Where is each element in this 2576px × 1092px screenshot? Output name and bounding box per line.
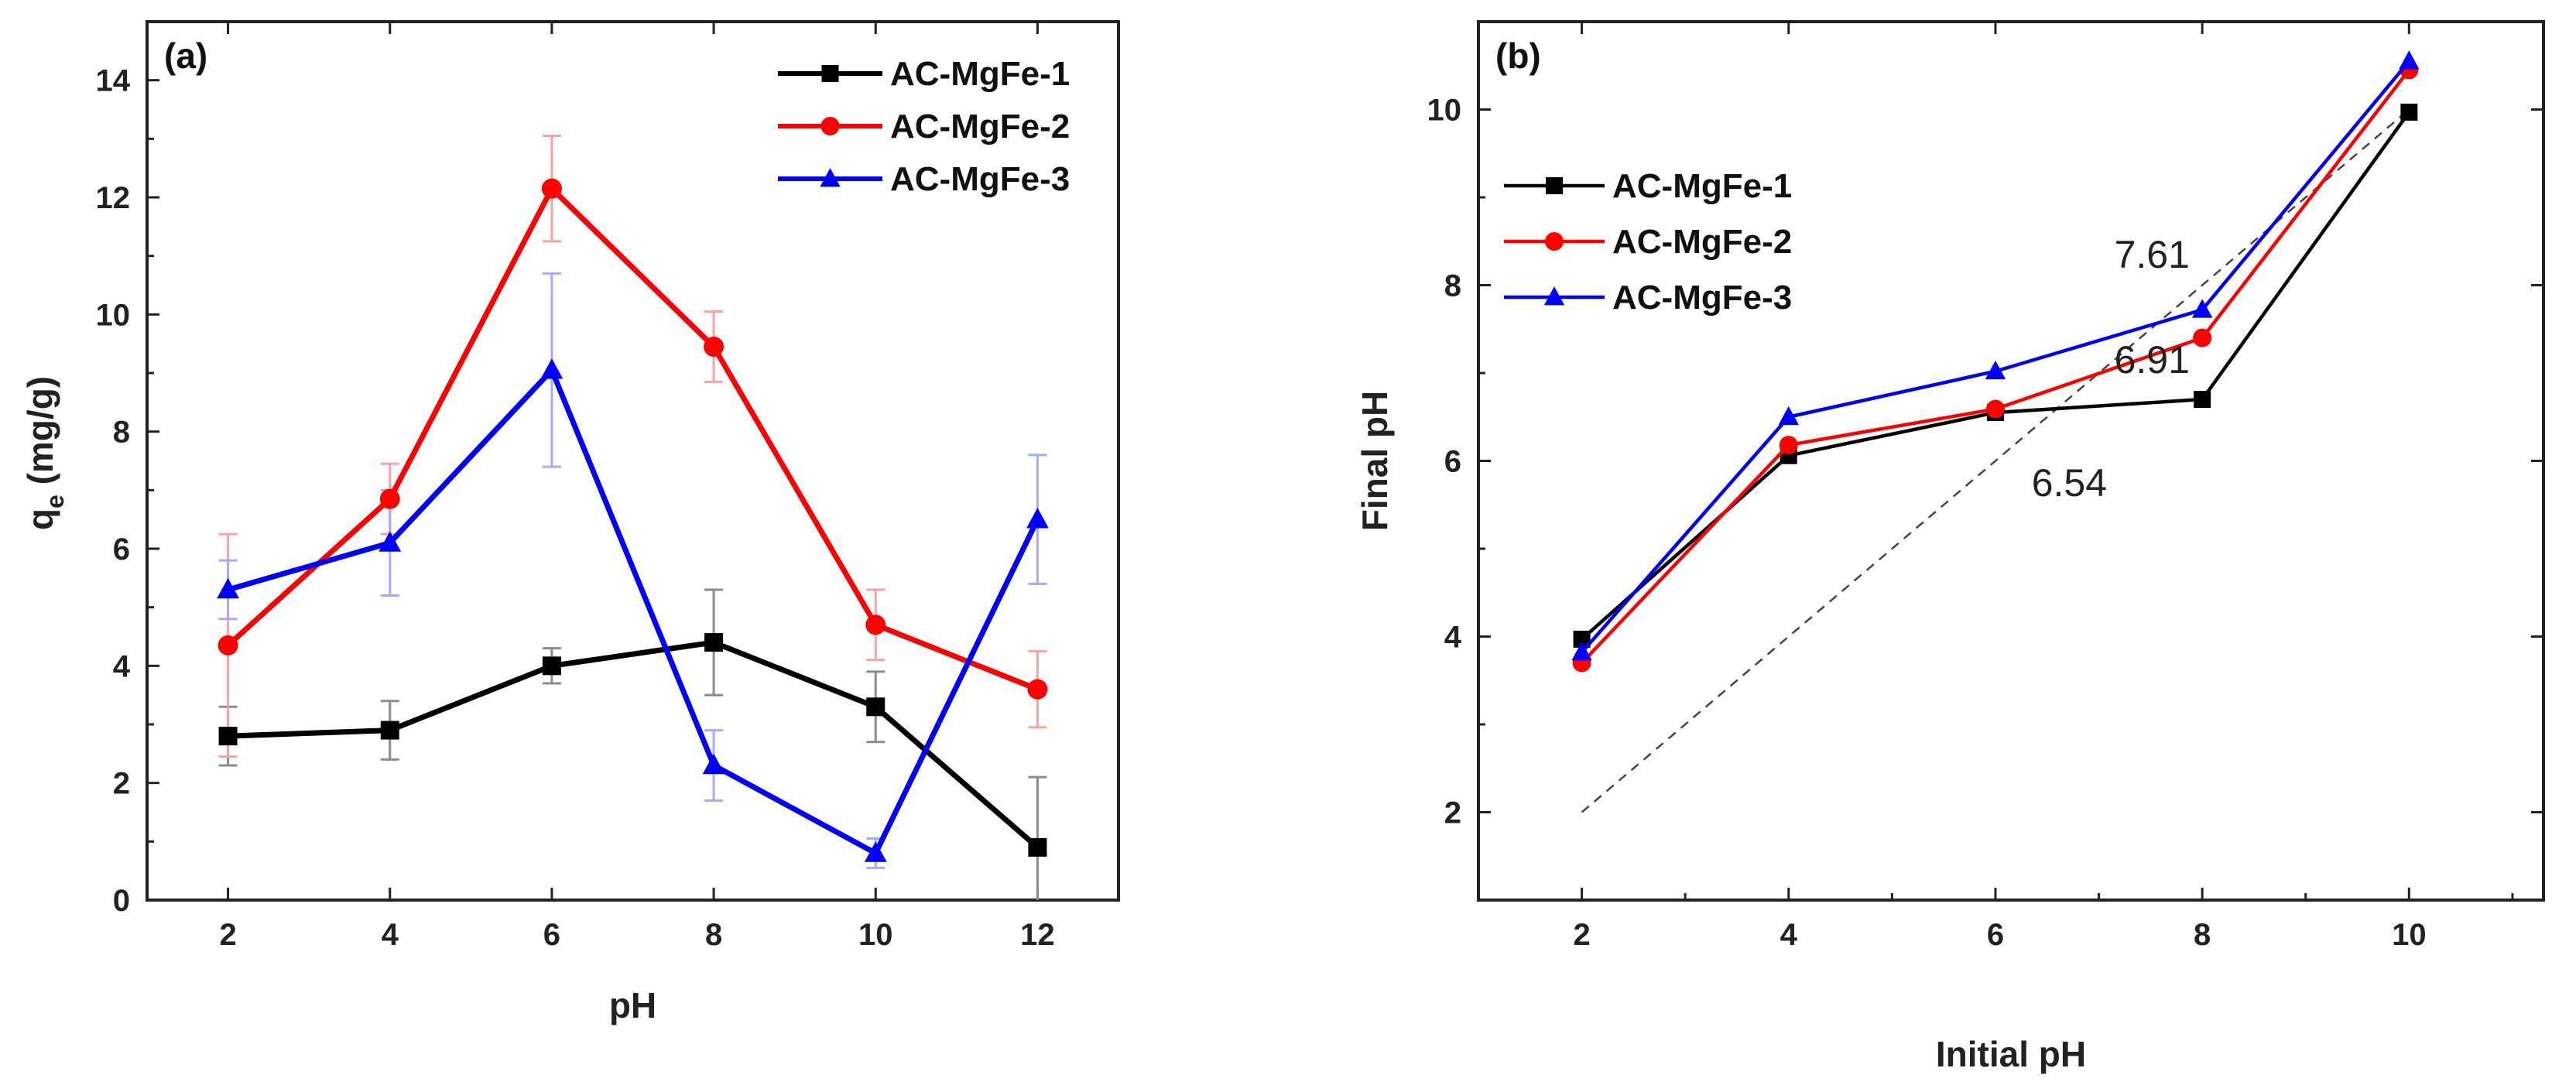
legend-marker-ac-mgfe-3 [1543,286,1565,306]
y-tick-label: 8 [113,416,130,450]
y-axis-title-main: q [20,508,60,530]
y-tick-label: 2 [1444,796,1461,830]
data-point-ac-mgfe-2 [2193,328,2212,347]
panel-label: (a) [164,36,207,76]
data-point-ac-mgfe-1 [866,697,886,717]
y-tick-label: 4 [1444,621,1462,655]
data-point-ac-mgfe-1 [218,727,238,746]
x-tick-label: 6 [1987,918,2004,952]
y-axis-title-subscript: e [41,495,69,508]
chart-panel-a: 2 4 6 8 10 12 0 2 4 6 8 10 12 14 pH qe (mg/g) (a) AC-MgFe… [20,20,1120,1025]
data-point-ac-mgfe-3 [379,531,402,552]
y-tick-label: 6 [113,532,130,567]
y-tick-label: 12 [96,181,131,215]
data-point-ac-mgfe-3 [864,841,887,862]
x-tick-label: 10 [2392,918,2427,952]
data-point-ac-mgfe-1 [2400,103,2418,121]
data-point-ac-mgfe-1 [704,633,724,652]
data-point-ac-mgfe-2 [379,488,400,509]
x-tick-label: 4 [1780,918,1798,952]
annotation-label: 6.91 [2115,338,2190,382]
series-line-ac-mgfe-1 [228,639,1040,850]
y-axis-title: qe (mg/g) [20,376,69,530]
series-line-ac-mgfe-2 [226,186,1039,692]
legend-label: AC-MgFe-1 [1612,167,1792,205]
data-point-ac-mgfe-3 [217,577,239,599]
legend-marker-ac-mgfe-3 [820,168,841,187]
legend: AC-MgFe-1 AC-MgFe-2 AC-MgFe-3 [1504,167,1792,317]
annotation-label: 7.61 [2115,233,2190,276]
x-axis-title: Initial pH [1936,1034,2086,1074]
data-point-ac-mgfe-2 [218,635,238,656]
series-line-ac-mgfe-3 [227,367,1040,856]
legend-label: AC-MgFe-1 [890,55,1070,93]
x-axis-title: pH [609,985,656,1025]
data-point-ac-mgfe-2 [541,178,562,199]
data-point-ac-mgfe-3 [1985,360,2006,380]
data-point-ac-mgfe-3 [1571,642,1592,661]
legend-label: AC-MgFe-3 [1612,279,1792,317]
panel-label: (b) [1495,36,1541,76]
x-tick-label: 8 [2194,918,2211,952]
y-axis-title: Final pH [1355,391,1395,531]
y-tick-label: 4 [113,649,131,683]
y-tick-label: 10 [1427,94,1462,128]
data-point-ac-mgfe-2 [1779,436,1798,455]
plot-frame [146,20,1120,902]
legend-marker-ac-mgfe-2 [820,117,840,135]
y-tick-label: 10 [96,298,131,332]
legend-marker-ac-mgfe-2 [1545,232,1564,251]
x-tick-label: 10 [858,918,893,952]
x-tick-label: 12 [1020,918,1055,952]
legend-marker-ac-mgfe-1 [1546,177,1563,194]
data-point-ac-mgfe-3 [2399,50,2420,70]
y-tick-label: 2 [113,767,130,801]
x-tick-label: 6 [543,918,560,952]
x-tick-label: 2 [1573,918,1590,952]
x-tick-label: 2 [219,918,236,952]
data-point-ac-mgfe-1 [1028,837,1047,857]
series-line-ac-mgfe-3 [1580,60,2411,654]
reference-diagonal-line [1581,108,2410,813]
data-point-ac-mgfe-3 [1026,508,1049,529]
data-point-ac-mgfe-3 [1778,406,1799,426]
legend-label: AC-MgFe-3 [890,160,1070,198]
legend-label: AC-MgFe-2 [1612,223,1792,261]
plot-frame [1477,20,2545,902]
y-tick-label: 6 [1444,445,1461,479]
y-tick-label: 0 [113,884,130,918]
data-point-ac-mgfe-1 [380,721,399,740]
legend-marker-ac-mgfe-1 [821,65,839,82]
x-tick-label: 4 [382,918,399,952]
data-point-ac-mgfe-3 [702,753,725,775]
data-point-ac-mgfe-3 [540,358,564,379]
x-tick-label: 8 [705,918,722,952]
y-axis-title-units: (mg/g) [20,376,60,495]
legend: AC-MgFe-1 AC-MgFe-2 AC-MgFe-3 [778,55,1070,198]
data-point-ac-mgfe-2 [865,614,886,635]
data-point-ac-mgfe-1 [2194,391,2211,409]
data-point-ac-mgfe-3 [2191,299,2213,318]
data-point-ac-mgfe-2 [1985,399,2005,419]
data-point-ac-mgfe-1 [1573,630,1591,648]
data-point-ac-mgfe-1 [542,656,561,676]
data-point-ac-mgfe-2 [1027,679,1048,700]
annotation-label: 6.54 [2032,461,2107,505]
y-tick-label: 8 [1444,269,1461,303]
data-point-ac-mgfe-2 [704,336,724,357]
chart-panel-b: 2 4 6 8 10 2 4 6 8 10 Initial pH Final pH (b) 7.61 6.9… [1355,20,2545,1074]
legend-label: AC-MgFe-2 [890,108,1070,145]
y-tick-label: 14 [96,64,131,98]
